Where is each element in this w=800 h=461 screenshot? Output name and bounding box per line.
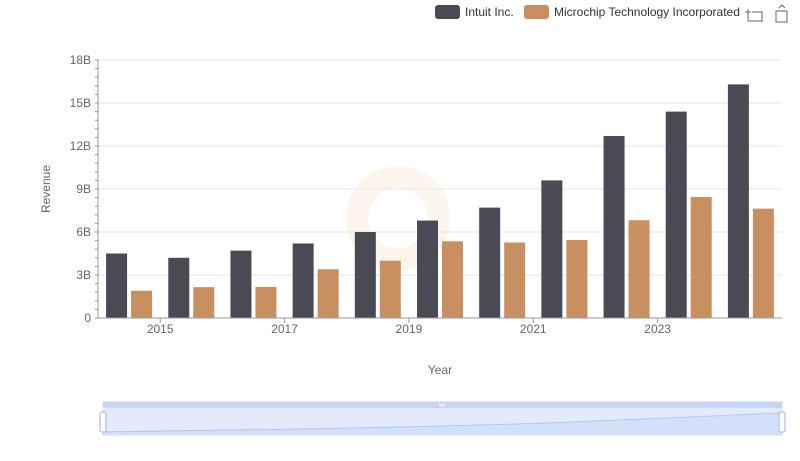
bar-microchip-2017[interactable]	[317, 269, 339, 318]
legend-swatch-microchip	[524, 5, 549, 19]
bar-intuit-2017[interactable]	[292, 243, 314, 318]
y-tick-label: 3B	[76, 268, 91, 282]
bar-intuit-2014[interactable]	[106, 253, 128, 319]
legend-label-microchip: Microchip Technology Incorporated	[554, 5, 740, 19]
slider-handle-right[interactable]	[778, 411, 786, 433]
bar-microchip-2016[interactable]	[255, 286, 277, 318]
zoom-box-icon[interactable]	[745, 9, 763, 22]
bar-intuit-2022[interactable]	[603, 135, 625, 318]
y-axis-label: Revenue	[39, 165, 53, 213]
slider-preview-area	[103, 413, 782, 435]
legend: Intuit Inc. Microchip Technology Incorpo…	[435, 5, 740, 19]
bar-microchip-2022[interactable]	[628, 220, 650, 318]
y-tick-label: 0	[84, 311, 91, 325]
bar-microchip-2024[interactable]	[752, 208, 774, 318]
legend-item-intuit[interactable]: Intuit Inc.	[435, 5, 514, 19]
slider-grip-icon[interactable]	[439, 403, 445, 407]
bar-microchip-2020[interactable]	[504, 242, 526, 318]
bars	[106, 84, 774, 318]
x-axis: 2015 2017 2019 2021 2023	[98, 317, 782, 336]
bar-microchip-2015[interactable]	[193, 287, 215, 318]
legend-swatch-intuit	[435, 5, 460, 19]
bar-microchip-2014[interactable]	[131, 290, 153, 318]
bar-microchip-2021[interactable]	[566, 240, 588, 318]
y-tick-label: 12B	[70, 139, 91, 153]
bar-microchip-2018[interactable]	[379, 260, 401, 318]
bar-intuit-2023[interactable]	[665, 111, 687, 318]
x-tick-label: 2015	[147, 322, 174, 336]
bar-intuit-2021[interactable]	[541, 180, 563, 318]
legend-label-intuit: Intuit Inc.	[465, 5, 514, 19]
y-axis: 0 3B 6B 9B 12B 15B 18B	[70, 53, 99, 325]
bar-intuit-2024[interactable]	[727, 84, 749, 318]
y-tick-label: 6B	[76, 225, 91, 239]
restore-icon[interactable]	[775, 4, 788, 23]
x-tick-label: 2017	[271, 322, 298, 336]
y-tick-label: 9B	[76, 182, 91, 196]
slider-handle-left[interactable]	[99, 411, 107, 433]
bar-intuit-2020[interactable]	[479, 207, 501, 318]
y-tick-label: 18B	[70, 53, 91, 67]
bar-intuit-2015[interactable]	[168, 257, 190, 318]
x-tick-label: 2019	[396, 322, 423, 336]
x-tick-label: 2021	[520, 322, 547, 336]
bar-intuit-2016[interactable]	[230, 250, 252, 318]
bar-intuit-2018[interactable]	[354, 232, 376, 318]
x-tick-label: 2023	[644, 322, 671, 336]
x-axis-label: Year	[428, 363, 452, 377]
y-tick-label: 15B	[70, 96, 91, 110]
bar-microchip-2023[interactable]	[690, 197, 712, 318]
data-zoom-slider[interactable]	[99, 401, 786, 436]
bar-intuit-2019[interactable]	[417, 220, 438, 318]
legend-item-microchip[interactable]: Microchip Technology Incorporated	[524, 5, 740, 19]
bar-microchip-2019[interactable]	[442, 241, 463, 318]
